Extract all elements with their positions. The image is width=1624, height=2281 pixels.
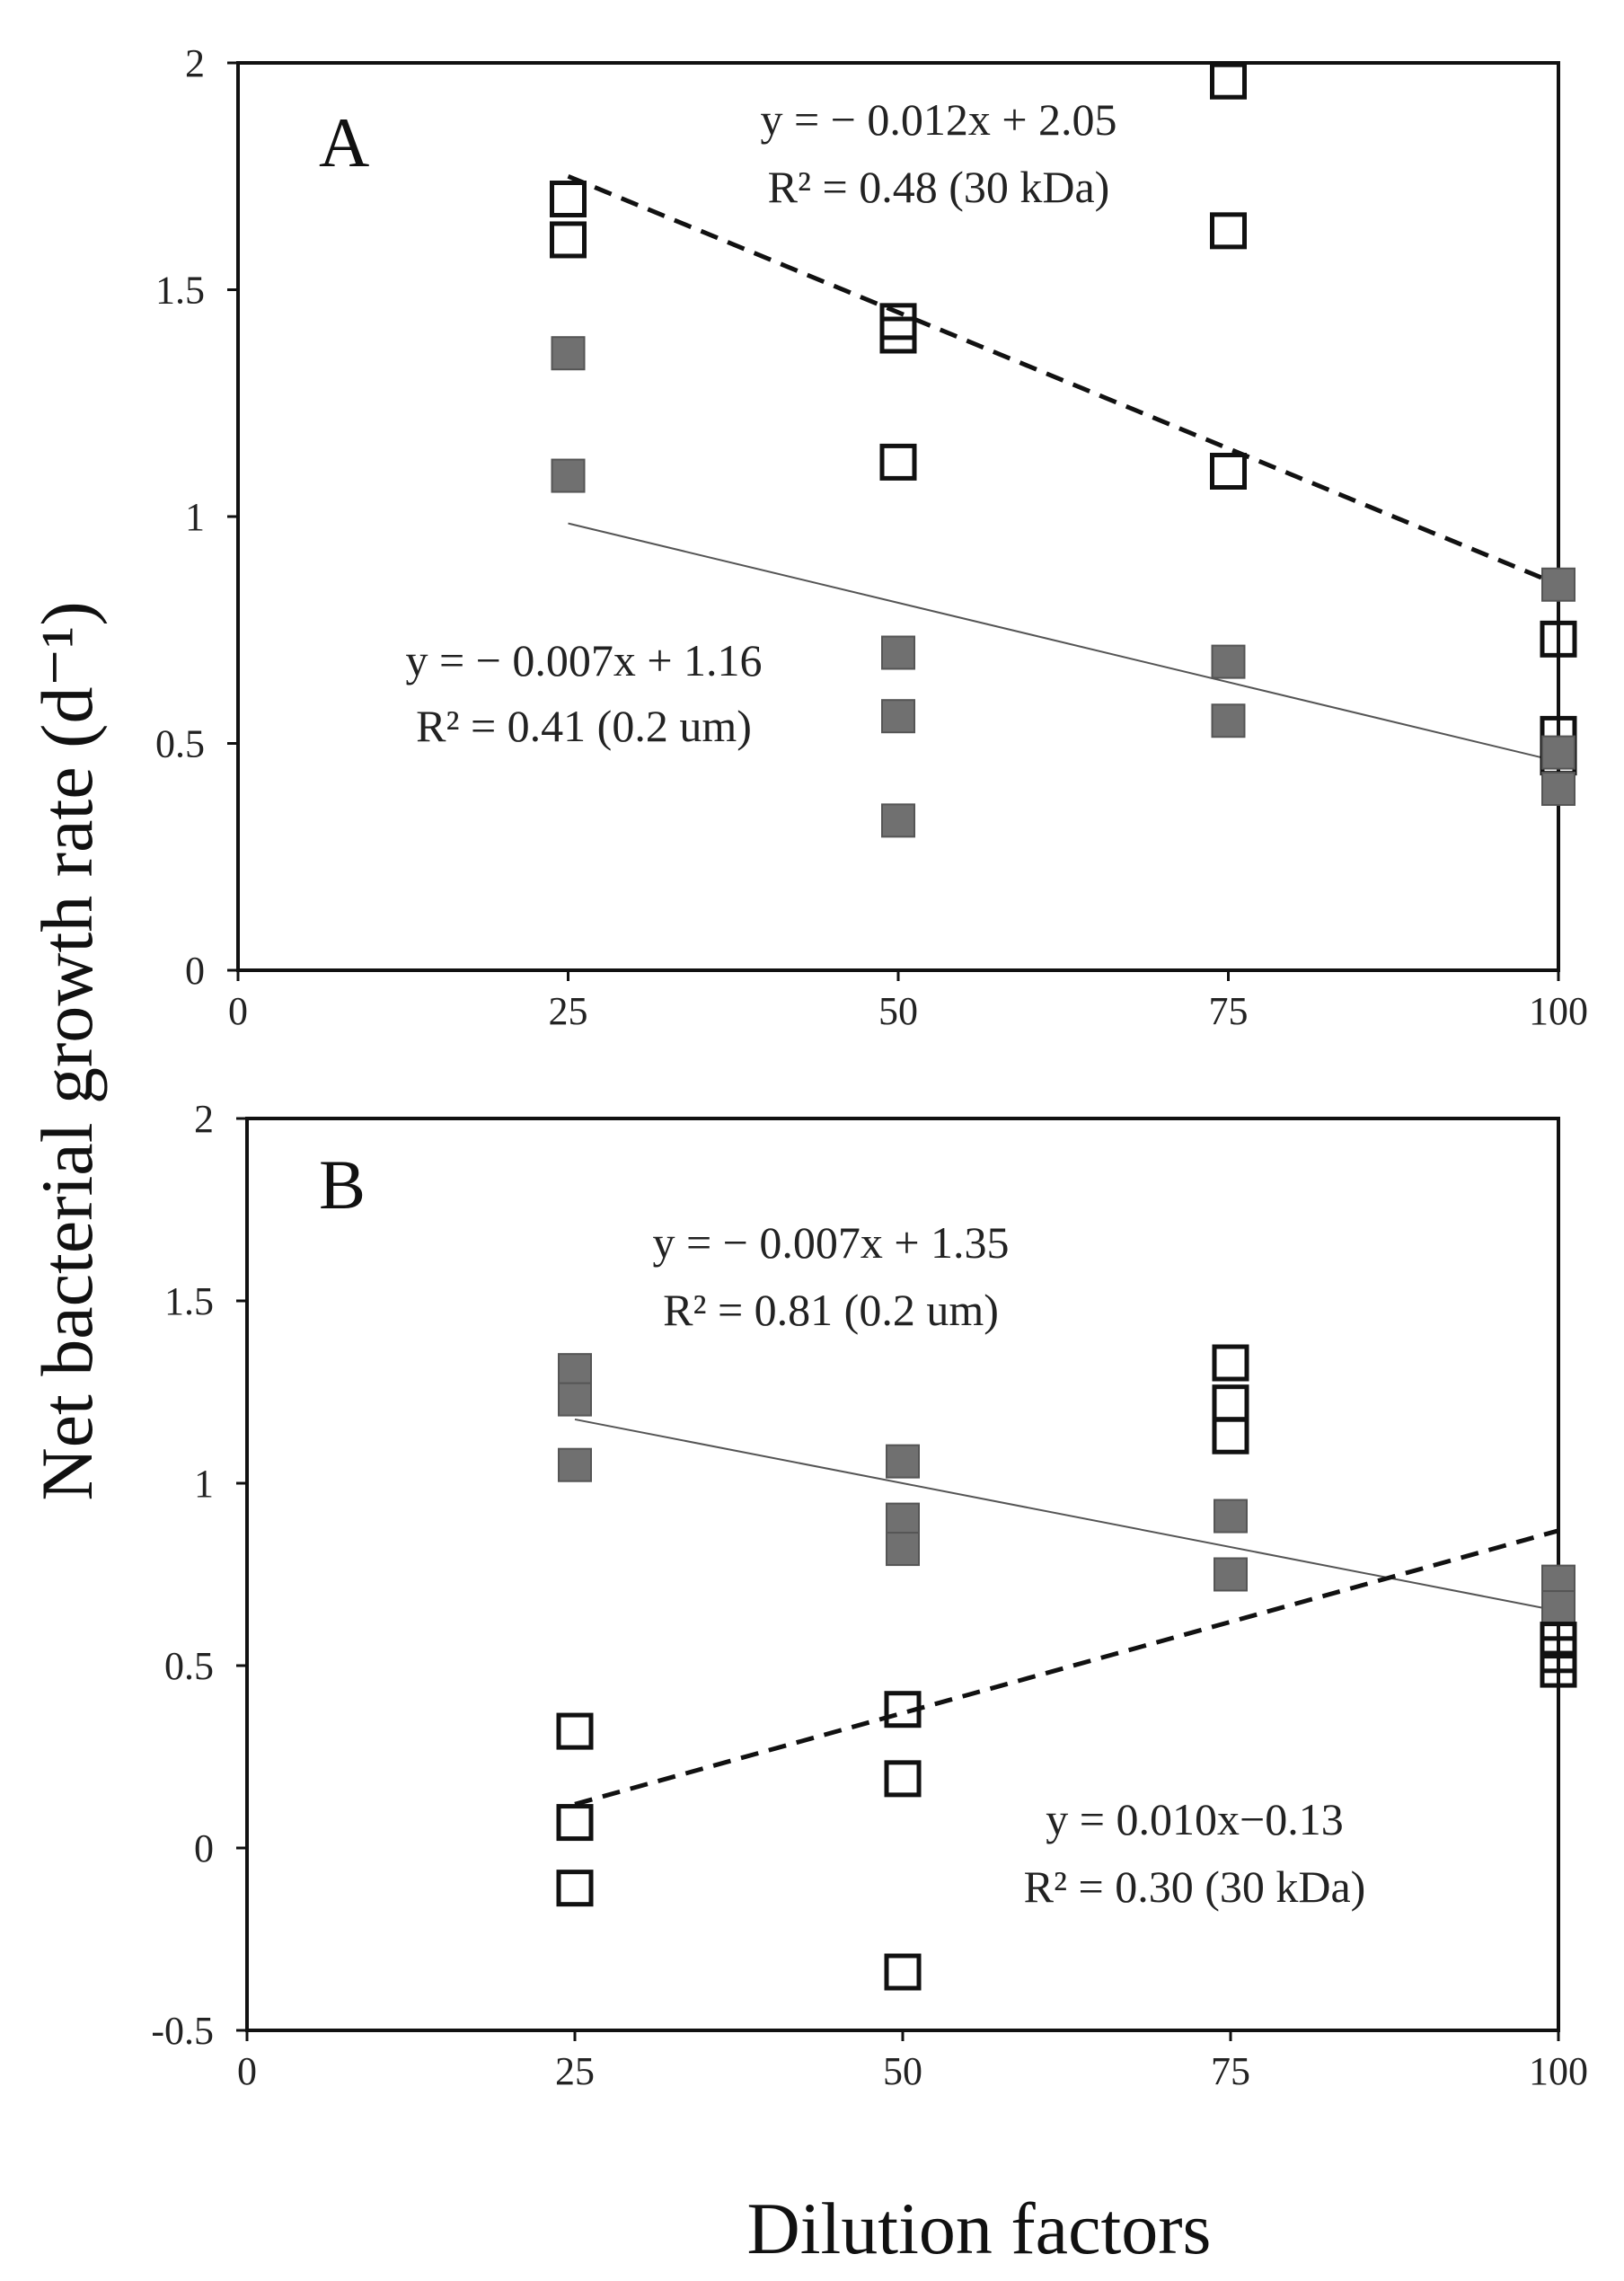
panel-a-x-tick-label: 0 xyxy=(228,989,248,1033)
panel-b-label: B xyxy=(319,1145,366,1224)
panel-b-x-tick-label: 100 xyxy=(1529,2049,1588,2093)
panel-a-point-filled xyxy=(551,458,586,493)
panel-a: 0 0.5 1 1.5 2 0 25 50 75 100 A y = − 0.012x + 2.… xyxy=(155,41,1588,1033)
panel-a-point-filled xyxy=(881,635,915,670)
x-axis-title: Dilution factors xyxy=(747,2188,1212,2269)
panel-a-eq1-line2: R² = 0.48 (30 kDa) xyxy=(768,162,1110,212)
panel-b-eq2-line1: y = 0.010x−0.13 xyxy=(1046,1794,1343,1844)
panel-a-y-ticks: 0 0.5 1 1.5 2 xyxy=(155,41,238,993)
panel-b-y-tick-label: 0 xyxy=(194,1826,214,1870)
y-axis-title: Net bacterial growth rate (d⁻¹) xyxy=(26,601,108,1500)
panel-b-y-ticks: -0.5 0 0.5 1 1.5 2 xyxy=(151,1097,247,2053)
panel-b-point-filled xyxy=(558,1447,592,1482)
panel-a-point-filled xyxy=(1541,567,1575,602)
panel-b-point-open xyxy=(1540,1650,1577,1688)
panel-a-point-open xyxy=(550,181,587,217)
panel-a-trendline-30-kda xyxy=(567,173,1559,588)
panel-a-point-filled xyxy=(881,699,915,734)
panel-b-y-tick-label: 2 xyxy=(194,1097,214,1141)
panel-a-point-open xyxy=(879,443,917,481)
panel-a-y-tick-label: 2 xyxy=(185,41,205,85)
panel-b-y-tick-label: 0.5 xyxy=(164,1644,214,1688)
panel-b-eq1-line1: y = − 0.007x + 1.35 xyxy=(652,1217,1009,1268)
panel-b-point-filled xyxy=(558,1353,592,1388)
panel-b-point-open xyxy=(556,1870,594,1907)
panel-a-eq2-line1: y = − 0.007x + 1.16 xyxy=(405,635,762,685)
panel-a-points xyxy=(550,62,1577,838)
panel-b-point-open xyxy=(1212,1417,1249,1454)
panel-b-x-ticks: 0 25 50 75 100 xyxy=(237,2030,1588,2093)
panel-b-eq2-line2: R² = 0.30 (30 kDa) xyxy=(1024,1861,1366,1912)
panel-b-y-tick-label: 1.5 xyxy=(164,1279,214,1323)
panel-a-point-open xyxy=(879,316,917,354)
panel-b: -0.5 0 0.5 1 1.5 2 0 25 50 75 100 B y = − 0.007x … xyxy=(151,1097,1588,2093)
panel-b-point-filled xyxy=(886,1502,920,1537)
panel-b-point-filled xyxy=(558,1382,592,1417)
panel-b-point-filled xyxy=(886,1532,920,1567)
panel-b-trendline-30-kda xyxy=(574,1528,1559,1807)
panel-a-y-tick-label: 1 xyxy=(185,495,205,539)
panel-b-trendlines xyxy=(574,1418,1559,1807)
panel-b-point-filled xyxy=(1541,1590,1575,1625)
panel-b-point-open xyxy=(1212,1384,1249,1422)
panel-a-point-filled xyxy=(881,803,915,838)
panel-a-x-tick-label: 75 xyxy=(1209,989,1249,1033)
panel-a-point-open xyxy=(1210,453,1247,490)
panel-b-x-tick-label: 25 xyxy=(555,2049,595,2093)
panel-a-label: A xyxy=(319,103,369,181)
panel-b-point-open xyxy=(556,1712,594,1750)
panel-b-y-tick-label: -0.5 xyxy=(151,2009,214,2053)
panel-b-point-open xyxy=(556,1804,594,1842)
panel-a-point-open xyxy=(1210,212,1247,250)
panel-b-trendline-0-2-um xyxy=(574,1418,1559,1613)
panel-a-point-filled xyxy=(1541,735,1575,770)
panel-b-points xyxy=(556,1344,1577,1991)
panel-a-x-tick-label: 50 xyxy=(878,989,918,1033)
panel-b-x-tick-label: 50 xyxy=(883,2049,922,2093)
panel-b-point-filled xyxy=(1214,1557,1248,1592)
panel-b-x-tick-label: 75 xyxy=(1211,2049,1250,2093)
panel-a-x-tick-label: 25 xyxy=(549,989,588,1033)
panel-a-point-filled xyxy=(1541,772,1575,806)
panel-a-trendline-0-2-um xyxy=(568,522,1559,763)
panel-b-point-open xyxy=(884,1953,922,1991)
panel-a-eq2-line2: R² = 0.41 (0.2 um) xyxy=(416,701,752,751)
panel-a-y-tick-label: 1.5 xyxy=(155,269,205,313)
panel-a-point-open xyxy=(550,221,587,259)
panel-a-point-open xyxy=(1210,62,1247,100)
panel-b-point-filled xyxy=(886,1444,920,1479)
panel-a-point-filled xyxy=(551,336,586,371)
panel-a-y-tick-label: 0 xyxy=(185,949,205,993)
panel-a-x-tick-label: 100 xyxy=(1529,989,1588,1033)
panel-b-point-open xyxy=(884,1760,922,1798)
panel-b-point-open xyxy=(884,1691,922,1728)
panel-b-eq1-line2: R² = 0.81 (0.2 um) xyxy=(663,1285,999,1335)
panel-a-trendlines xyxy=(567,173,1559,763)
panel-a-eq1-line1: y = − 0.012x + 2.05 xyxy=(760,94,1116,145)
panel-b-y-tick-label: 1 xyxy=(194,1462,214,1506)
panel-b-point-filled xyxy=(1214,1499,1248,1534)
panel-a-point-filled xyxy=(1211,703,1246,738)
panel-a-point-open xyxy=(1540,620,1577,658)
panel-b-point-open xyxy=(1212,1344,1249,1382)
panel-a-point-filled xyxy=(1211,644,1246,679)
panel-a-y-tick-label: 0.5 xyxy=(155,722,205,766)
panel-a-x-ticks: 0 25 50 75 100 xyxy=(228,970,1588,1033)
panel-b-x-tick-label: 0 xyxy=(237,2049,257,2093)
